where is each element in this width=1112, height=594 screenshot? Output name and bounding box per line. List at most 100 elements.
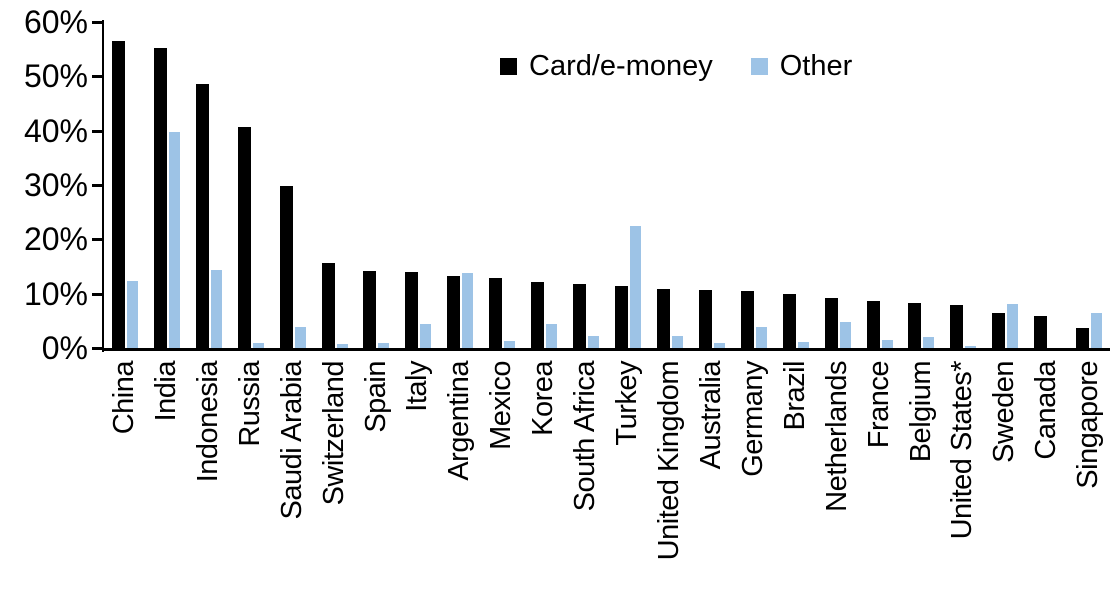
y-tick-mark-60 [92, 21, 103, 25]
bar-card-e-money-russia [237, 127, 251, 348]
x-tick-label-south-africa: South Africa [569, 361, 602, 512]
y-tick-label-50: 50% [23, 58, 88, 95]
bar-group-germany [733, 0, 775, 348]
x-tick-label-mexico: Mexico [485, 361, 518, 450]
y-tick-mark-20 [92, 238, 103, 242]
x-label-cell-spain: Spain [356, 361, 398, 594]
x-tick-label-belgium: Belgium [904, 361, 937, 463]
bar-group-canada [1026, 0, 1068, 348]
bar-other-netherlands [839, 322, 851, 348]
x-tick-label-italy: Italy [401, 361, 434, 412]
x-tick-label-australia: Australia [694, 361, 727, 470]
bar-card-e-money-united-kingdom [656, 289, 670, 348]
bar-card-e-money-spain [363, 271, 377, 348]
x-label-cell-brazil: Brazil [775, 361, 817, 594]
x-label-cell-switzerland: Switzerland [314, 361, 356, 594]
bar-other-singapore [1091, 313, 1103, 348]
bar-other-argentina [462, 273, 474, 348]
bar-card-e-money-turkey [615, 286, 629, 348]
y-tick-mark-50 [92, 75, 103, 79]
x-label-cell-china: China [104, 361, 146, 594]
bar-card-e-money-india [153, 48, 167, 348]
x-tick-label-netherlands: Netherlands [820, 361, 853, 512]
bar-group-australia [691, 0, 733, 348]
bar-card-e-money-mexico [489, 278, 503, 348]
x-label-cell-india: India [146, 361, 188, 594]
bar-card-e-money-brazil [782, 294, 796, 348]
x-tick-label-france: France [862, 361, 895, 449]
bar-other-turkey [630, 226, 642, 348]
bar-group-south-africa [565, 0, 607, 348]
y-tick-mark-10 [92, 292, 103, 296]
legend-swatch-other [750, 58, 768, 75]
y-tick-label-20: 20% [23, 221, 88, 258]
bar-group-belgium [901, 0, 943, 348]
legend-label-other: Other [779, 50, 853, 82]
x-label-cell-belgium: Belgium [901, 361, 943, 594]
x-tick-label-sweden: Sweden [988, 361, 1021, 463]
x-tick-label-spain: Spain [359, 361, 392, 433]
bar-card-e-money-canada [1034, 316, 1048, 348]
bar-other-china [126, 281, 138, 348]
x-label-cell-mexico: Mexico [481, 361, 523, 594]
bar-other-mexico [504, 341, 516, 348]
x-tick-label-canada: Canada [1030, 361, 1063, 460]
x-tick-label-korea: Korea [527, 361, 560, 436]
bar-group-united-states- [942, 0, 984, 348]
bar-card-e-money-china [111, 41, 125, 348]
bar-other-south-africa [588, 336, 600, 348]
bar-other-france [881, 340, 893, 348]
bar-other-belgium [923, 337, 935, 348]
x-label-cell-united-kingdom: United Kingdom [649, 361, 691, 594]
bar-other-indonesia [210, 270, 222, 348]
x-tick-label-united-kingdom: United Kingdom [653, 361, 685, 561]
x-tick-label-singapore: Singapore [1072, 361, 1105, 489]
x-tick-label-switzerland: Switzerland [317, 361, 350, 506]
x-axis-labels: China India Indonesia Russia Saudi Arabia Swi… [104, 361, 1110, 594]
bar-card-e-money-netherlands [824, 298, 838, 348]
x-tick-label-germany: Germany [736, 361, 769, 477]
x-tick-label-india: India [149, 361, 182, 422]
x-tick-label-brazil: Brazil [778, 361, 811, 431]
bar-group-netherlands [817, 0, 859, 348]
bar-group-france [859, 0, 901, 348]
bar-card-e-money-italy [405, 272, 419, 348]
bar-card-e-money-france [866, 301, 880, 348]
bar-group-turkey [607, 0, 649, 348]
x-label-cell-germany: Germany [733, 361, 775, 594]
x-label-cell-france: France [859, 361, 901, 594]
bar-other-australia [713, 343, 725, 348]
bar-group-india [146, 0, 188, 348]
bar-card-e-money-germany [740, 291, 754, 348]
x-label-cell-italy: Italy [397, 361, 439, 594]
x-label-cell-korea: Korea [523, 361, 565, 594]
legend-label-card-e-money: Card/e-money [529, 50, 713, 82]
y-tick-mark-30 [92, 184, 103, 187]
bar-card-e-money-australia [698, 290, 712, 348]
bar-card-e-money-belgium [908, 303, 922, 348]
x-label-cell-argentina: Argentina [439, 361, 481, 594]
bar-card-e-money-argentina [447, 276, 461, 348]
bar-other-india [168, 132, 180, 348]
bar-group-saudi-arabia [272, 0, 314, 348]
bar-group-mexico [481, 0, 523, 348]
bar-group-china [104, 0, 146, 348]
legend-item-other: Other [750, 50, 853, 83]
x-label-cell-united-states-: United States* [942, 361, 984, 594]
y-tick-label-10: 10% [23, 275, 88, 312]
bar-other-germany [755, 327, 767, 348]
y-tick-mark-40 [92, 129, 103, 133]
x-label-cell-canada: Canada [1026, 361, 1068, 594]
x-label-cell-netherlands: Netherlands [817, 361, 859, 594]
bar-other-sweden [1007, 304, 1019, 348]
x-label-cell-indonesia: Indonesia [188, 361, 230, 594]
x-label-cell-turkey: Turkey [607, 361, 649, 594]
bar-group-switzerland [314, 0, 356, 348]
bar-group-italy [397, 0, 439, 348]
y-tick-label-0: 0% [41, 330, 88, 366]
x-label-cell-sweden: Sweden [984, 361, 1026, 594]
bar-card-e-money-south-africa [573, 284, 587, 348]
y-tick-label-40: 40% [23, 112, 88, 149]
bar-card-e-money-united-states- [950, 305, 964, 348]
bar-group-russia [230, 0, 272, 348]
